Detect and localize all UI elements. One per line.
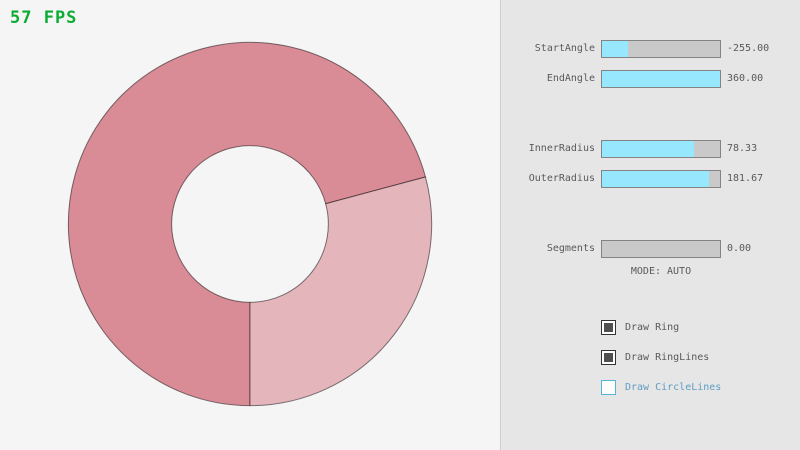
checkbox-row-draw-circlelines: Draw CircleLines (601, 380, 800, 396)
checkbox-draw-ring[interactable] (601, 320, 616, 335)
slider-row-innerradius: InnerRadius 78.33 (501, 140, 800, 158)
slider-value: 78.33 (727, 143, 758, 154)
slider-row-segments: Segments 0.00 (501, 240, 800, 258)
slider-value: 360.00 (727, 73, 764, 84)
slider-label: OuterRadius (528, 173, 595, 184)
ring-sector-single-pass (249, 176, 433, 407)
slider-value: 0.00 (727, 243, 752, 254)
slider-innerradius[interactable] (601, 140, 721, 158)
slider-fill (602, 41, 628, 57)
ring-sector-double-pass (67, 41, 427, 407)
checkbox-label: Draw Ring (625, 322, 680, 333)
slider-segments[interactable] (601, 240, 721, 258)
controls-panel: StartAngle -255.00 EndAngle 360.00 Inner… (500, 0, 800, 450)
slider-value: 181.67 (727, 173, 764, 184)
slider-outerradius[interactable] (601, 170, 721, 188)
checkbox-draw-circlelines[interactable] (601, 380, 616, 395)
ring-canvas-area: 57 FPS (10, 8, 433, 407)
slider-label: StartAngle (534, 43, 595, 54)
slider-endangle[interactable] (601, 70, 721, 88)
checkbox-label: Draw RingLines (625, 352, 710, 363)
slider-row-outerradius: OuterRadius 181.67 (501, 170, 800, 188)
segments-mode-label: MODE: AUTO (630, 266, 692, 277)
slider-label: EndAngle (546, 73, 595, 84)
slider-fill (602, 171, 710, 187)
checkbox-row-draw-ring: Draw Ring (601, 320, 800, 336)
checkbox-row-draw-ringlines: Draw RingLines (601, 350, 800, 366)
slider-startangle[interactable] (601, 40, 721, 58)
slider-label: InnerRadius (528, 143, 595, 154)
slider-fill (602, 71, 720, 87)
slider-row-startangle: StartAngle -255.00 (501, 40, 800, 58)
fps-counter: 57 FPS (10, 8, 78, 28)
checkbox-label: Draw CircleLines (625, 382, 722, 393)
slider-label: Segments (546, 243, 595, 254)
checkbox-draw-ringlines[interactable] (601, 350, 616, 365)
ring-canvas (67, 41, 433, 407)
slider-fill (602, 141, 695, 157)
slider-value: -255.00 (727, 43, 770, 54)
slider-row-endangle: EndAngle 360.00 (501, 70, 800, 88)
